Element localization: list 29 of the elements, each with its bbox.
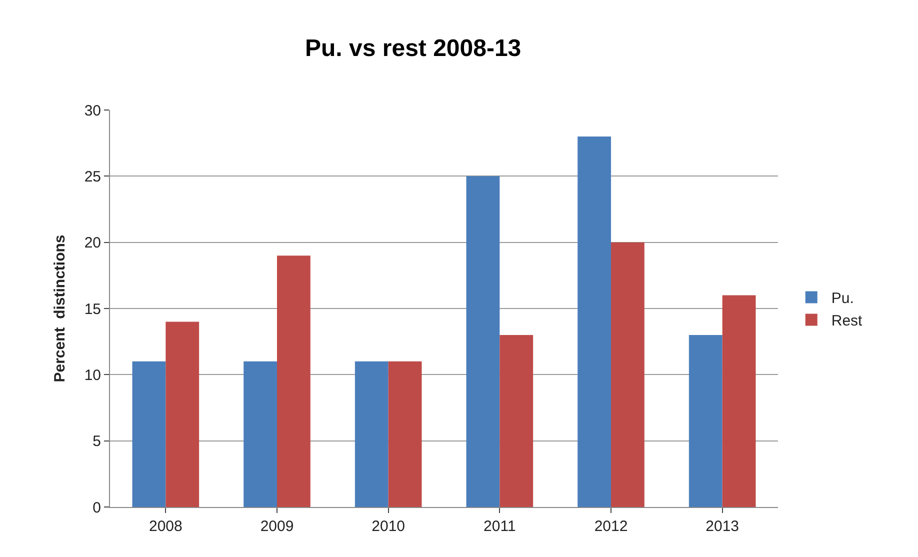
bar (244, 361, 277, 507)
bar (500, 334, 534, 507)
legend-label: Rest (831, 312, 864, 330)
bar (611, 242, 644, 507)
bar (277, 256, 310, 507)
y-tick-label: 15 (84, 300, 101, 318)
bar (166, 322, 200, 507)
bar (388, 361, 422, 507)
chart-title: Pu. vs rest 2008-13 (305, 34, 522, 62)
bar (722, 295, 756, 507)
y-axis-title: Percent distinctions (52, 234, 69, 382)
x-tick-label: 2013 (706, 518, 740, 535)
y-tick-label: 20 (84, 234, 101, 252)
bar (132, 361, 166, 507)
bar (354, 361, 388, 507)
x-tick-label: 2008 (148, 518, 182, 535)
x-tick-label: 2012 (594, 518, 628, 535)
y-tick-label: 25 (84, 168, 101, 186)
bar (466, 176, 500, 507)
legend-label: Pu. (831, 290, 854, 308)
x-tick-label: 2010 (372, 518, 406, 535)
x-tick-label: 2011 (484, 518, 516, 535)
y-tick-label: 30 (84, 102, 101, 120)
y-tick-label: 10 (84, 366, 101, 384)
y-tick-label: 0 (92, 499, 101, 516)
x-tick-label: 2009 (260, 518, 294, 535)
bar (578, 136, 611, 507)
y-tick-label: 5 (92, 433, 101, 450)
bar (688, 334, 722, 507)
